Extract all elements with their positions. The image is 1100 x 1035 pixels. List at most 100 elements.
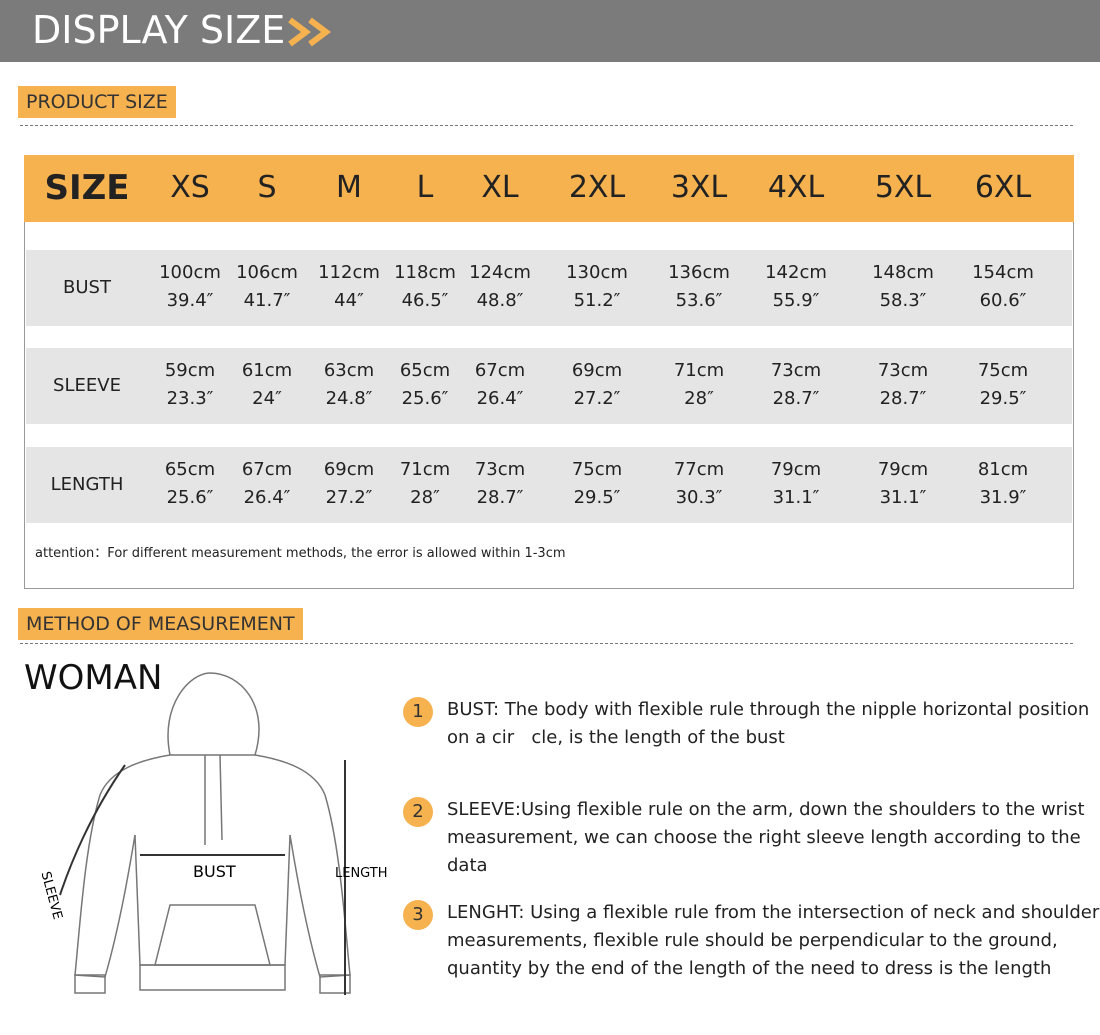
cell-value: 124cm bbox=[469, 262, 531, 283]
cell-value: 59cm bbox=[164, 360, 216, 381]
cell-value: 26.4″ bbox=[243, 487, 291, 508]
column-header: 6XL bbox=[974, 170, 1032, 205]
step-text: on a cir cle, is the length of the bust bbox=[447, 727, 785, 748]
cell-value: 73cm bbox=[877, 360, 929, 381]
hoodie-sketch bbox=[59, 672, 351, 995]
table-frame bbox=[24, 155, 1074, 589]
cell-value: 60.6″ bbox=[979, 290, 1027, 311]
column-header: L bbox=[416, 170, 434, 205]
cell-value: 71cm bbox=[399, 459, 451, 480]
section-label: PRODUCT SIZE bbox=[18, 86, 176, 118]
column-header: XL bbox=[481, 170, 519, 205]
arrows-icon bbox=[288, 17, 331, 47]
cell-value: 75cm bbox=[977, 360, 1029, 381]
step-text: data bbox=[447, 855, 488, 876]
cell-value: 28.7″ bbox=[476, 487, 524, 508]
cell-value: 136cm bbox=[668, 262, 730, 283]
cell-value: 53.6″ bbox=[675, 290, 723, 311]
step-text: BUST: The body with flexible rule throug… bbox=[447, 699, 1090, 720]
column-header: M bbox=[336, 170, 362, 205]
cell-value: 75cm bbox=[571, 459, 623, 480]
table-header-bar bbox=[24, 155, 1074, 222]
cell-value: 81cm bbox=[977, 459, 1029, 480]
cell-value: 23.3″ bbox=[166, 388, 214, 409]
row-label: LENGTH bbox=[50, 474, 124, 495]
cell-value: 26.4″ bbox=[476, 388, 524, 409]
cell-value: 31.1″ bbox=[772, 487, 820, 508]
cell-value: 25.6″ bbox=[401, 388, 449, 409]
column-header: 3XL bbox=[670, 170, 728, 205]
step-text: LENGHT: Using a flexible rule from the i… bbox=[447, 902, 1100, 923]
cell-value: 46.5″ bbox=[401, 290, 449, 311]
cell-value: 30.3″ bbox=[675, 487, 723, 508]
step-text: SLEEVE:Using flexible rule on the arm, d… bbox=[447, 799, 1085, 820]
cell-value: 67cm bbox=[474, 360, 526, 381]
cell-value: 31.1″ bbox=[879, 487, 927, 508]
column-header: S bbox=[257, 170, 277, 205]
cell-value: 77cm bbox=[673, 459, 725, 480]
cell-value: 100cm bbox=[159, 262, 221, 283]
cell-value: 25.6″ bbox=[166, 487, 214, 508]
cell-value: 28″ bbox=[410, 487, 440, 508]
row-band bbox=[26, 348, 1072, 424]
cell-value: 39.4″ bbox=[166, 290, 214, 311]
cell-value: 28.7″ bbox=[772, 388, 820, 409]
cell-value: 48.8″ bbox=[476, 290, 524, 311]
column-header: 4XL bbox=[767, 170, 825, 205]
cell-value: 69cm bbox=[571, 360, 623, 381]
step-text: measurement, we can choose the right sle… bbox=[447, 827, 1081, 848]
cell-value: 27.2″ bbox=[325, 487, 373, 508]
step-text: measurements, flexible rule should be pe… bbox=[447, 930, 1058, 951]
row-band bbox=[26, 250, 1072, 326]
row-label: BUST bbox=[63, 277, 111, 298]
cell-value: 106cm bbox=[236, 262, 298, 283]
cell-value: 44″ bbox=[334, 290, 364, 311]
figure-title: WOMAN bbox=[24, 658, 163, 698]
cell-value: 58.3″ bbox=[879, 290, 927, 311]
figure-label: LENGTH bbox=[335, 866, 388, 881]
cell-value: 61cm bbox=[241, 360, 293, 381]
cell-value: 130cm bbox=[566, 262, 628, 283]
column-header: 5XL bbox=[874, 170, 932, 205]
cell-value: 41.7″ bbox=[243, 290, 291, 311]
cell-value: 142cm bbox=[765, 262, 827, 283]
column-header: SIZE bbox=[44, 168, 130, 208]
cell-value: 73cm bbox=[770, 360, 822, 381]
cell-value: 79cm bbox=[770, 459, 822, 480]
column-header: 2XL bbox=[568, 170, 626, 205]
cell-value: 71cm bbox=[673, 360, 725, 381]
cell-value: 31.9″ bbox=[979, 487, 1027, 508]
column-header: XS bbox=[170, 170, 210, 205]
cell-value: 63cm bbox=[323, 360, 375, 381]
cell-value: 28″ bbox=[684, 388, 714, 409]
note: attention：For different measurement meth… bbox=[35, 546, 566, 561]
cell-value: 112cm bbox=[318, 262, 380, 283]
header-bar bbox=[0, 0, 1100, 62]
cell-value: 67cm bbox=[241, 459, 293, 480]
cell-value: 29.5″ bbox=[979, 388, 1027, 409]
step-number: 1 bbox=[403, 697, 433, 727]
row-band bbox=[26, 447, 1072, 523]
step-number: 3 bbox=[403, 900, 433, 930]
cell-value: 73cm bbox=[474, 459, 526, 480]
header-title: DISPLAY SIZE bbox=[32, 8, 286, 52]
cell-value: 148cm bbox=[872, 262, 934, 283]
figure-label: BUST bbox=[193, 862, 236, 881]
step-number: 2 bbox=[403, 797, 433, 827]
cell-value: 24″ bbox=[252, 388, 282, 409]
cell-value: 28.7″ bbox=[879, 388, 927, 409]
divider bbox=[20, 643, 1073, 644]
row-label: SLEEVE bbox=[53, 375, 121, 396]
cell-value: 69cm bbox=[323, 459, 375, 480]
cell-value: 29.5″ bbox=[573, 487, 621, 508]
cell-value: 55.9″ bbox=[772, 290, 820, 311]
cell-value: 65cm bbox=[399, 360, 451, 381]
divider bbox=[20, 125, 1073, 126]
section-label: METHOD OF MEASUREMENT bbox=[18, 608, 303, 640]
cell-value: 24.8″ bbox=[325, 388, 373, 409]
step-text: quantity by the end of the length of the… bbox=[447, 958, 1052, 979]
cell-value: 51.2″ bbox=[573, 290, 621, 311]
cell-value: 154cm bbox=[972, 262, 1034, 283]
cell-value: 118cm bbox=[394, 262, 456, 283]
